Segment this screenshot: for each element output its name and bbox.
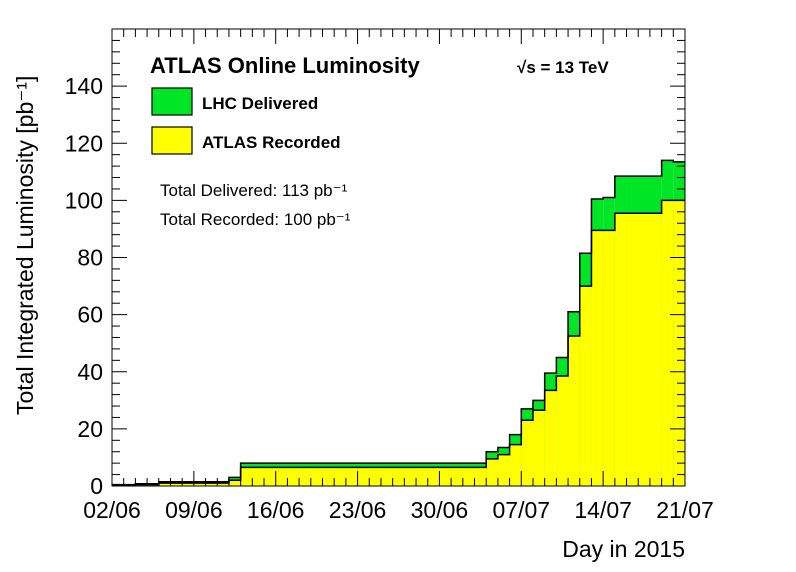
x-tick-label-30-06: 30/06 — [411, 497, 469, 523]
bin-atlas-recorded-7 — [497, 454, 510, 486]
x-tick-label-16-06: 16/06 — [247, 497, 305, 523]
bin-atlas-recorded-11 — [544, 390, 557, 486]
bin-atlas-recorded-16 — [603, 230, 615, 486]
bin-atlas-recorded-18 — [626, 213, 662, 486]
line-layer — [112, 159, 685, 486]
bin-atlas-recorded-9 — [521, 420, 533, 486]
legend-swatch-recorded — [151, 126, 193, 155]
y-tick-label-140: 140 — [65, 73, 103, 99]
bin-atlas-recorded-20 — [673, 200, 685, 486]
bin-atlas-recorded-5 — [474, 467, 487, 486]
x-tick-label-23-06: 23/06 — [329, 497, 387, 523]
x-axis-title: Day in 2015 — [562, 536, 685, 562]
legend-label-recorded: ATLAS Recorded — [202, 133, 341, 152]
energy-label: √s = 13 TeV — [517, 58, 609, 77]
bin-atlas-recorded-3 — [228, 480, 241, 486]
x-tick-label-14-07: 14/07 — [574, 497, 632, 523]
x-tick-label-07-07: 07/07 — [493, 497, 551, 523]
x-tick-label-09-06: 09/06 — [165, 497, 223, 523]
bin-atlas-recorded-15 — [591, 230, 604, 486]
y-tick-label-120: 120 — [65, 130, 103, 156]
label-layer: 0 20 40 60 80 100 120 140 02/06 09/06 16/06 23/06 30… — [65, 73, 714, 523]
bin-atlas-recorded-12 — [556, 376, 569, 486]
plot-frame — [111, 28, 686, 487]
legend-swatch-delivered — [151, 87, 193, 116]
tick-layer — [111, 28, 686, 487]
bin-atlas-recorded-6 — [486, 458, 498, 486]
bin-atlas-recorded-13 — [568, 336, 580, 486]
x-tick-label-21-07: 21/07 — [656, 497, 714, 523]
y-tick-label-40: 40 — [77, 359, 103, 385]
y-axis-title: Total Integrated Luminosity [pb⁻¹] — [12, 76, 38, 415]
bin-atlas-recorded-8 — [509, 444, 522, 486]
chart-title: ATLAS Online Luminosity — [150, 53, 420, 78]
total-recorded-text: Total Recorded: 100 pb⁻¹ — [160, 210, 351, 229]
total-delivered-text: Total Delivered: 113 pb⁻¹ — [160, 181, 348, 200]
y-tick-label-0: 0 — [90, 473, 103, 499]
legend-label-delivered: LHC Delivered — [202, 94, 318, 113]
x-tick-label-02-06: 02/06 — [83, 497, 141, 523]
bin-atlas-recorded-17 — [614, 213, 627, 486]
y-tick-label-20: 20 — [77, 416, 103, 442]
bin-atlas-recorded-19 — [661, 200, 674, 486]
bin-atlas-recorded-10 — [532, 410, 545, 486]
series-outline-lhc-delivered — [112, 159, 685, 486]
y-tick-label-100: 100 — [65, 187, 103, 213]
series-outline-atlas-recorded — [112, 199, 685, 486]
y-tick-label-80: 80 — [77, 245, 103, 271]
y-tick-label-60: 60 — [77, 302, 103, 328]
bin-atlas-recorded-14 — [579, 286, 592, 486]
